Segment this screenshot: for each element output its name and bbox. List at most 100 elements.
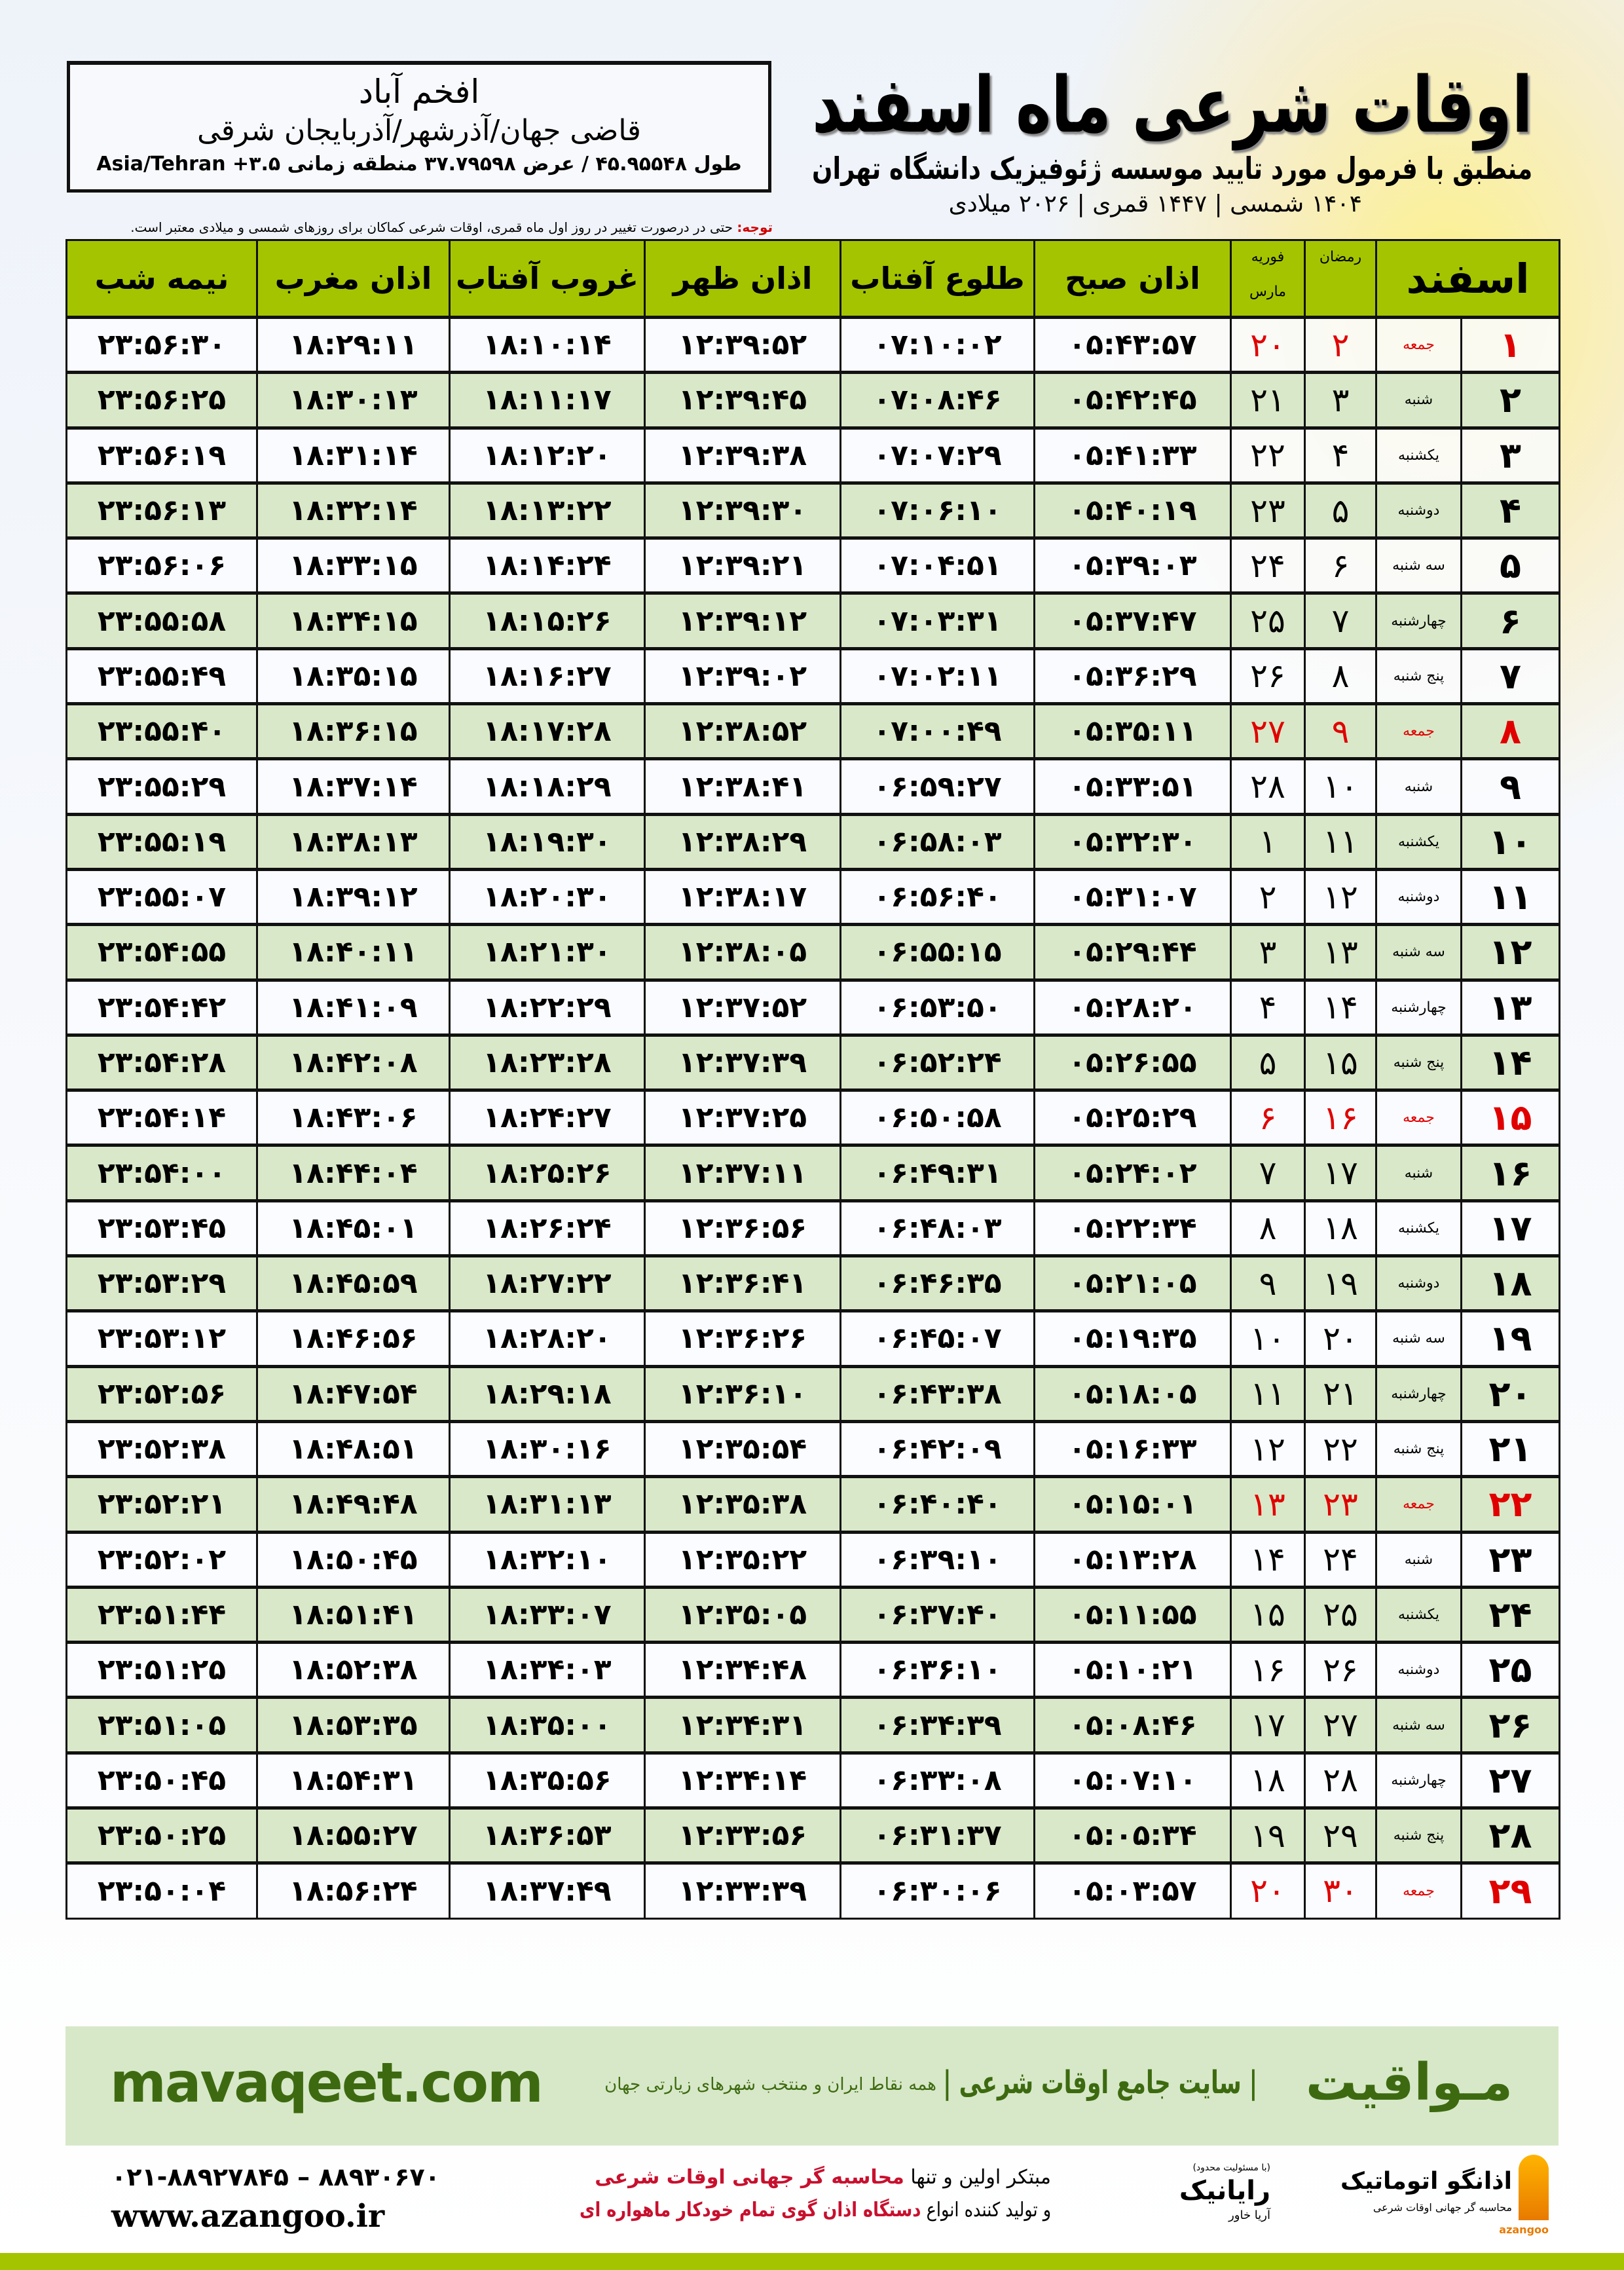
cell-sobh: ۰۵:۲۶:۵۵ [1033, 1033, 1232, 1092]
cell-weekday: چهارشنبه [1375, 1364, 1462, 1423]
cell-nimeh: ۲۳:۵۶:۳۰ [65, 315, 258, 374]
cell-zohr: ۱۲:۳۸:۴۱ [644, 757, 841, 815]
cell-ghorub: ۱۸:۳۵:۵۶ [449, 1751, 646, 1810]
cell-nimeh: ۲۳:۵۲:۵۶ [65, 1364, 258, 1423]
cell-day: ۲۶ [1460, 1696, 1560, 1754]
cell-maghreb: ۱۸:۵۴:۳۱ [256, 1751, 451, 1810]
cell-nimeh: ۲۳:۵۴:۰۰ [65, 1144, 258, 1202]
cell-ghorub: ۱۸:۱۵:۲۶ [449, 591, 646, 650]
table-row: ۱۳ چهارشنبه ۱۴ ۴ ۰۵:۲۸:۲۰ ۰۶:۵۳:۵۰ ۱۲:۳۷:۵۲ ۱۸:… [65, 978, 1560, 1036]
cell-weekday: چهارشنبه [1375, 591, 1462, 650]
cell-ramadan: ۲۷ [1304, 1696, 1377, 1754]
cell-ramadan: ۱۱ [1304, 812, 1377, 870]
cell-ramadan: ۲۹ [1304, 1806, 1377, 1865]
cell-march: ۱۸ [1230, 1751, 1306, 1810]
cell-day: ۳ [1460, 426, 1560, 484]
cell-day: ۱ [1460, 315, 1560, 374]
cell-weekday: شنبه [1375, 371, 1462, 429]
cell-tolu: ۰۶:۳۹:۱۰ [840, 1530, 1035, 1588]
azangoo-link[interactable]: www.azangoo.ir [111, 2198, 385, 2235]
cell-ghorub: ۱۸:۳۲:۱۰ [449, 1530, 646, 1588]
cell-march: ۱۵ [1230, 1585, 1306, 1644]
cell-weekday: سه شنبه [1375, 1309, 1462, 1368]
mavaqeet-link[interactable]: mavaqeet.com [110, 2051, 544, 2115]
promo-1b: محاسبه گر جهانی اوقات شرعی [595, 2166, 904, 2189]
cell-ghorub: ۱۸:۳۰:۱۶ [449, 1419, 646, 1478]
note-text: حتی در درصورت تغییر در روز اول ماه قمری،… [130, 219, 737, 235]
cell-zohr: ۱۲:۳۹:۲۱ [644, 536, 841, 595]
cell-march: ۲۰ [1230, 1861, 1306, 1920]
cell-weekday: سه شنبه [1375, 923, 1462, 981]
cell-ghorub: ۱۸:۲۰:۳۰ [449, 867, 646, 926]
cell-tolu: ۰۷:۰۴:۵۱ [840, 536, 1035, 595]
cell-ramadan: ۹ [1304, 702, 1377, 760]
cell-day: ۱۱ [1460, 867, 1560, 926]
cell-day: ۲۲ [1460, 1475, 1560, 1533]
azangoo-tag: محاسبه گر جهانی اوقات شرعی [1373, 2201, 1512, 2214]
cell-ramadan: ۱۰ [1304, 757, 1377, 815]
table-row: ۱۶ شنبه ۱۷ ۷ ۰۵:۲۴:۰۲ ۰۶:۴۹:۳۱ ۱۲:۳۷:۱۱ ۱۸:۲۵:۲… [65, 1144, 1560, 1202]
table-row: ۱۸ دوشنبه ۱۹ ۹ ۰۵:۲۱:۰۵ ۰۶:۴۶:۳۵ ۱۲:۳۶:۴۱ ۱۸:۲۷… [65, 1254, 1560, 1312]
cell-day: ۷ [1460, 646, 1560, 705]
cell-zohr: ۱۲:۳۶:۱۰ [644, 1364, 841, 1423]
cell-ghorub: ۱۸:۲۹:۱۸ [449, 1364, 646, 1423]
cell-march: ۱ [1230, 812, 1306, 870]
cell-zohr: ۱۲:۳۴:۱۴ [644, 1751, 841, 1810]
cell-sobh: ۰۵:۲۴:۰۲ [1033, 1144, 1232, 1202]
table-row: ۱۲ سه شنبه ۱۳ ۳ ۰۵:۲۹:۴۴ ۰۶:۵۵:۱۵ ۱۲:۳۸:۰۵ ۱۸:۲… [65, 923, 1560, 981]
table-row: ۱۹ سه شنبه ۲۰ ۱۰ ۰۵:۱۹:۳۵ ۰۶:۴۵:۰۷ ۱۲:۳۶:۲۶ ۱۸:… [65, 1309, 1560, 1368]
cell-zohr: ۱۲:۳۹:۱۲ [644, 591, 841, 650]
note-label: توجه: [737, 219, 773, 235]
cell-tolu: ۰۶:۳۳:۰۸ [840, 1751, 1035, 1810]
cell-sobh: ۰۵:۲۲:۳۴ [1033, 1199, 1232, 1257]
cell-march: ۱۶ [1230, 1641, 1306, 1699]
cell-march: ۲۸ [1230, 757, 1306, 815]
cell-zohr: ۱۲:۳۷:۵۲ [644, 978, 841, 1036]
cell-weekday: پنج شنبه [1375, 1806, 1462, 1865]
cell-nimeh: ۲۳:۵۱:۴۴ [65, 1585, 258, 1644]
promo-2a: و تولید کننده انواع [921, 2199, 1051, 2222]
cell-day: ۲۸ [1460, 1806, 1560, 1865]
cell-day: ۱۹ [1460, 1309, 1560, 1368]
header-ghorub: غروب آفتاب [449, 239, 646, 318]
cell-sobh: ۰۵:۰۸:۴۶ [1033, 1696, 1232, 1754]
cell-zohr: ۱۲:۳۳:۳۹ [644, 1861, 841, 1920]
cell-zohr: ۱۲:۳۵:۰۵ [644, 1585, 841, 1644]
cell-march: ۱۹ [1230, 1806, 1306, 1865]
cell-march: ۲۲ [1230, 426, 1306, 484]
cell-zohr: ۱۲:۳۸:۰۵ [644, 923, 841, 981]
cell-sobh: ۰۵:۳۲:۳۰ [1033, 812, 1232, 870]
table-row: ۱۴ پنج شنبه ۱۵ ۵ ۰۵:۲۶:۵۵ ۰۶:۵۲:۲۴ ۱۲:۳۷:۳۹ ۱۸:… [65, 1033, 1560, 1092]
cell-march: ۱۴ [1230, 1530, 1306, 1588]
table-row: ۸ جمعه ۹ ۲۷ ۰۵:۳۵:۱۱ ۰۷:۰۰:۴۹ ۱۲:۳۸:۵۲ ۱۸:۱۷:۲۸… [65, 702, 1560, 760]
header-march: مارس [1249, 284, 1286, 300]
cell-zohr: ۱۲:۳۸:۱۷ [644, 867, 841, 926]
header-nimeh: نیمه شب [65, 239, 258, 318]
promo-1a: مبتکر اولین و تنها [904, 2166, 1051, 2189]
cell-maghreb: ۱۸:۳۹:۱۲ [256, 867, 451, 926]
cell-ghorub: ۱۸:۲۶:۲۴ [449, 1199, 646, 1257]
table-row: ۱۵ جمعه ۱۶ ۶ ۰۵:۲۵:۲۹ ۰۶:۵۰:۵۸ ۱۲:۳۷:۲۵ ۱۸:۲۴:۲… [65, 1088, 1560, 1147]
cell-tolu: ۰۷:۰۷:۲۹ [840, 426, 1035, 484]
cell-day: ۱۵ [1460, 1088, 1560, 1147]
header-esfand: اسفند [1375, 239, 1560, 318]
table-row: ۱۷ یکشنبه ۱۸ ۸ ۰۵:۲۲:۳۴ ۰۶:۴۸:۰۳ ۱۲:۳۶:۵۶ ۱۸:۲۶… [65, 1199, 1560, 1257]
cell-tolu: ۰۶:۵۰:۵۸ [840, 1088, 1035, 1147]
table-row: ۱۰ یکشنبه ۱۱ ۱ ۰۵:۳۲:۳۰ ۰۶:۵۸:۰۳ ۱۲:۳۸:۲۹ ۱۸:۱۹… [65, 812, 1560, 870]
cell-ghorub: ۱۸:۱۰:۱۴ [449, 315, 646, 374]
cell-march: ۲۱ [1230, 371, 1306, 429]
cell-weekday: چهارشنبه [1375, 978, 1462, 1036]
cell-tolu: ۰۷:۱۰:۰۲ [840, 315, 1035, 374]
bottom-bar [0, 2253, 1624, 2270]
cell-zohr: ۱۲:۳۸:۲۹ [644, 812, 841, 870]
azangoo-logo: اذانگو اتوماتیک محاسبه گر جهانی اوقات شر… [1326, 2155, 1549, 2240]
cell-maghreb: ۱۸:۳۸:۱۳ [256, 812, 451, 870]
cell-tolu: ۰۶:۴۰:۴۰ [840, 1475, 1035, 1533]
cell-sobh: ۰۵:۳۷:۴۷ [1033, 591, 1232, 650]
table-row: ۲۱ پنج شنبه ۲۲ ۱۲ ۰۵:۱۶:۳۳ ۰۶:۴۲:۰۹ ۱۲:۳۵:۵۴ ۱۸… [65, 1419, 1560, 1478]
cell-weekday: سه شنبه [1375, 1696, 1462, 1754]
cell-zohr: ۱۲:۳۶:۵۶ [644, 1199, 841, 1257]
cell-ghorub: ۱۸:۳۶:۵۳ [449, 1806, 646, 1865]
city-name: افخم آباد [358, 73, 480, 111]
cell-day: ۲۰ [1460, 1364, 1560, 1423]
